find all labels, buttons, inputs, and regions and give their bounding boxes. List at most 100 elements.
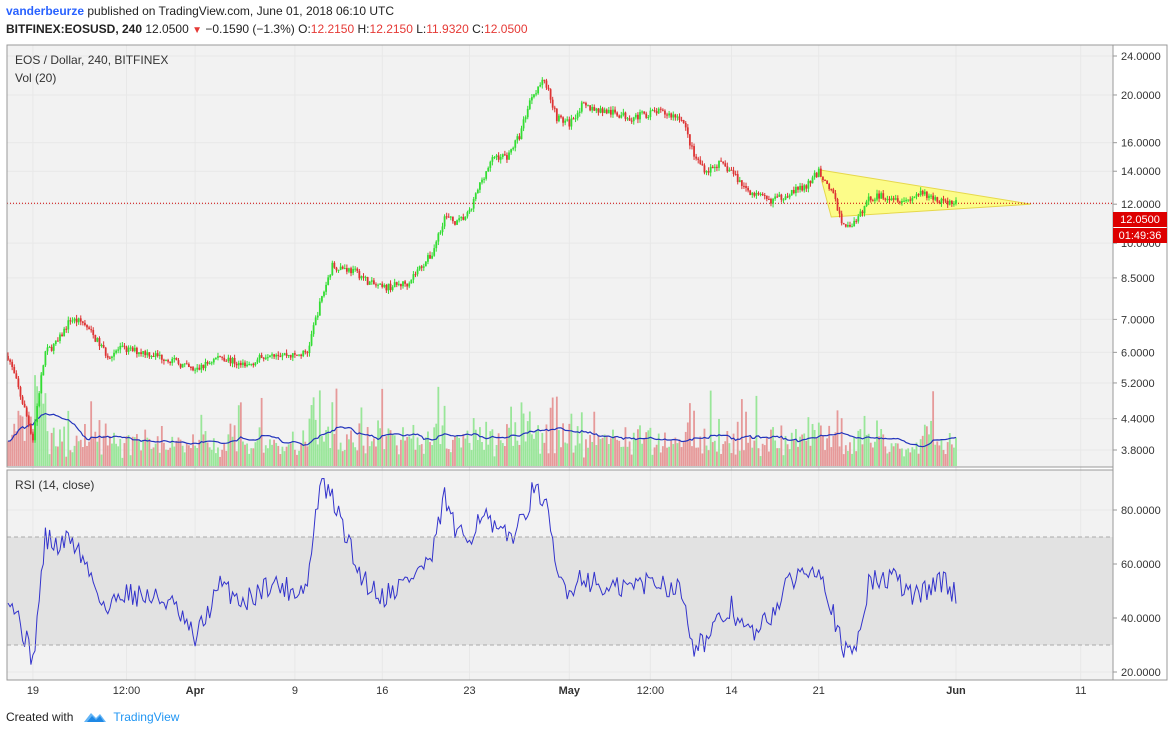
candle-body	[221, 356, 224, 358]
candle-body	[539, 84, 542, 87]
volume-bar	[925, 426, 928, 466]
candle-body	[595, 108, 598, 111]
candle-body	[522, 119, 525, 129]
volume-bar	[256, 439, 259, 466]
volume-bar	[483, 449, 485, 466]
volume-bar	[649, 427, 652, 466]
volume-bar	[135, 434, 138, 466]
volume-bar	[701, 453, 704, 466]
candle-body	[54, 340, 57, 344]
price-axis[interactable]: 24.000020.000016.000014.000012.000010.00…	[1113, 51, 1161, 457]
volume-bar	[160, 426, 163, 466]
author-name[interactable]: vanderbeurze	[6, 4, 85, 18]
candle-body	[397, 283, 400, 285]
volume-bar	[200, 414, 203, 466]
volume-bar	[433, 427, 436, 466]
volume-bar	[36, 386, 39, 466]
price-chart[interactable]: 24.000020.000016.000014.000012.000010.00…	[0, 40, 1172, 702]
candle-body	[217, 356, 219, 358]
volume-bar	[503, 446, 506, 466]
volume-bar	[948, 433, 951, 466]
volume-bar	[772, 427, 774, 466]
volume-bar	[743, 450, 745, 466]
candle-body	[726, 166, 729, 172]
candle-body	[100, 345, 103, 347]
volume-bar	[242, 441, 244, 466]
price-tick-label: 8.5000	[1121, 273, 1155, 285]
created-with-text: Created with	[6, 710, 74, 724]
volume-bar	[853, 436, 856, 466]
candle-body	[503, 154, 506, 156]
candle-body	[705, 171, 708, 173]
candle-body	[364, 277, 367, 279]
high-label: H:	[357, 22, 370, 36]
rsi-tick-label: 40.0000	[1121, 613, 1161, 625]
candle-body	[599, 108, 602, 113]
volume-bar	[580, 412, 583, 466]
candle-body	[481, 179, 483, 183]
volume-bar	[842, 454, 845, 466]
volume-bar	[187, 445, 190, 466]
down-triangle-icon: ▼	[192, 25, 203, 36]
volume-bar	[770, 429, 772, 466]
candle-body	[564, 120, 567, 123]
volume-bar	[826, 438, 829, 466]
tradingview-link[interactable]: TradingView	[113, 710, 180, 724]
volume-bar	[813, 429, 816, 466]
volume-bar	[416, 437, 419, 466]
volume-bar	[489, 431, 492, 466]
volume-bar	[907, 448, 910, 466]
candle-body	[822, 176, 824, 181]
volume-bar	[807, 417, 810, 466]
volume-bar	[291, 431, 294, 466]
volume-bar	[888, 451, 891, 466]
volume-bar	[626, 446, 629, 466]
volume-bar	[40, 373, 43, 466]
candle-body	[813, 172, 816, 178]
candle-body	[576, 112, 579, 119]
candle-body	[713, 166, 716, 169]
candle-body	[678, 116, 681, 120]
volume-bar	[711, 442, 714, 466]
candle-body	[614, 109, 616, 113]
candle-body	[799, 185, 801, 190]
candle-body	[901, 201, 903, 203]
candle-body	[127, 347, 130, 352]
candle-body	[464, 216, 467, 220]
volume-bar	[54, 446, 57, 466]
volume-bar	[578, 443, 581, 466]
volume-bar	[686, 422, 689, 466]
candle-body	[71, 320, 74, 322]
candle-body	[728, 169, 731, 172]
volume-bar	[352, 442, 355, 466]
volume-bar	[212, 438, 215, 466]
volume-bar	[175, 440, 178, 466]
rsi-axis[interactable]: 80.0000 60.0000 40.0000 20.0000	[1113, 505, 1161, 679]
tradingview-logo-icon[interactable]	[83, 710, 107, 724]
candle-body	[287, 354, 290, 356]
candle-body	[34, 422, 36, 441]
volume-bar	[838, 446, 841, 466]
volume-bar	[32, 428, 34, 466]
time-tick-label: May	[559, 685, 581, 697]
volume-bar	[655, 444, 658, 466]
candle-body	[497, 155, 500, 160]
candle-body	[96, 338, 99, 342]
candle-body	[493, 157, 496, 159]
candle-body	[427, 255, 429, 262]
volume-bar	[29, 416, 32, 466]
candle-body	[778, 194, 781, 197]
candle-body	[788, 195, 791, 198]
candle-body	[618, 115, 621, 118]
candle-body	[435, 241, 438, 249]
candle-body	[281, 354, 284, 357]
volume-bar	[11, 434, 14, 466]
volume-bar	[391, 434, 394, 466]
candle-body	[298, 354, 300, 356]
volume-bar	[809, 445, 812, 466]
candle-body	[834, 193, 837, 200]
time-tick-label: 11	[1075, 685, 1086, 697]
candle-body	[890, 198, 893, 201]
time-axis[interactable]: 19 12:00 Apr 9 16 23 May 12:00 14 21 Jun 11	[27, 685, 1087, 697]
candle-body	[514, 140, 517, 148]
